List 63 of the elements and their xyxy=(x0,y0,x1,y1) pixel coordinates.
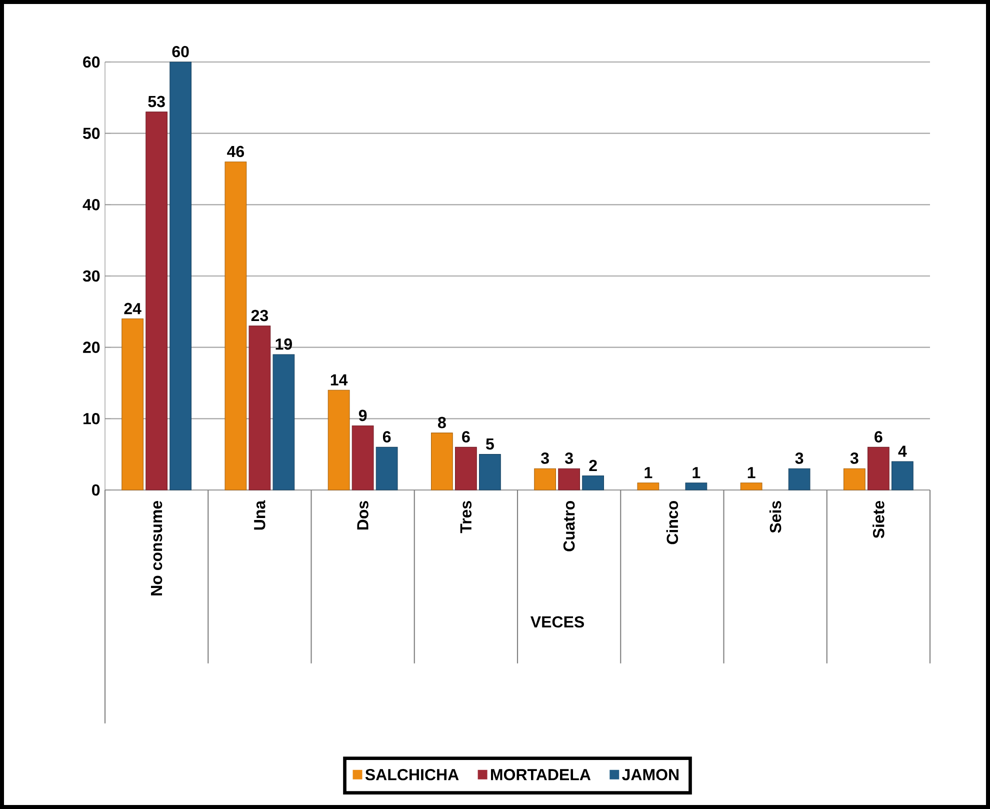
y-tick-label: 0 xyxy=(92,484,100,496)
data-label: 6 xyxy=(462,431,470,442)
bar xyxy=(637,482,660,490)
data-label: 9 xyxy=(358,410,367,422)
bar xyxy=(122,318,144,490)
data-label: 53 xyxy=(148,96,165,108)
legend-label: SALCHICHA xyxy=(365,768,459,780)
data-label: 3 xyxy=(795,452,804,464)
bar xyxy=(248,326,271,490)
bar xyxy=(844,468,866,490)
bar xyxy=(272,354,295,490)
bar xyxy=(582,475,604,490)
x-tick-label: Cuatro xyxy=(563,501,575,552)
legend-label: JAMON xyxy=(622,768,678,780)
data-label: 6 xyxy=(382,431,391,442)
data-label: 23 xyxy=(251,310,268,322)
y-tick-label: 40 xyxy=(82,199,100,210)
bar xyxy=(788,468,810,490)
bar xyxy=(740,482,762,490)
bar xyxy=(376,446,398,490)
y-tick-label: 10 xyxy=(84,413,100,424)
bar xyxy=(892,461,914,490)
data-label: 6 xyxy=(874,431,882,442)
y-tick-label: 20 xyxy=(83,342,100,353)
y-tick-label: 60 xyxy=(83,56,100,68)
bar xyxy=(328,390,350,490)
bar xyxy=(685,482,708,490)
data-label: 24 xyxy=(124,302,142,314)
bar xyxy=(868,446,890,490)
x-tick-label: No consume xyxy=(150,500,162,596)
x-axis-title: VECES xyxy=(530,616,584,628)
data-label: 3 xyxy=(540,452,549,464)
bar xyxy=(534,468,556,490)
bar xyxy=(224,162,247,490)
bar xyxy=(455,446,477,490)
bar xyxy=(146,112,168,490)
x-tick-label: Seis xyxy=(769,501,782,533)
data-label: 3 xyxy=(564,452,573,464)
data-label: 19 xyxy=(276,338,292,350)
data-label: 5 xyxy=(486,438,494,450)
data-label: 4 xyxy=(898,446,907,457)
x-tick-label: Una xyxy=(254,500,266,530)
x-tick-label: Dos xyxy=(357,501,368,530)
data-label: 1 xyxy=(692,467,700,478)
data-label: 1 xyxy=(748,467,756,478)
data-label: 46 xyxy=(227,146,244,158)
x-tick-label: Siete xyxy=(872,500,884,538)
data-label: 2 xyxy=(589,460,597,472)
bar xyxy=(352,426,374,490)
data-label: 1 xyxy=(644,467,652,478)
data-label: 8 xyxy=(438,416,446,428)
data-label: 3 xyxy=(850,452,858,464)
legend-label: MORTADELA xyxy=(491,768,591,780)
data-label: 14 xyxy=(330,374,348,386)
bar xyxy=(479,454,501,490)
x-tick-label: Tres xyxy=(460,501,472,534)
data-label: 60 xyxy=(172,46,189,58)
bar xyxy=(558,468,580,490)
x-tick-label: Cinco xyxy=(666,501,678,544)
bar xyxy=(170,62,192,490)
y-tick-label: 50 xyxy=(82,128,100,139)
y-tick-label: 30 xyxy=(82,270,100,282)
bar xyxy=(431,432,453,490)
